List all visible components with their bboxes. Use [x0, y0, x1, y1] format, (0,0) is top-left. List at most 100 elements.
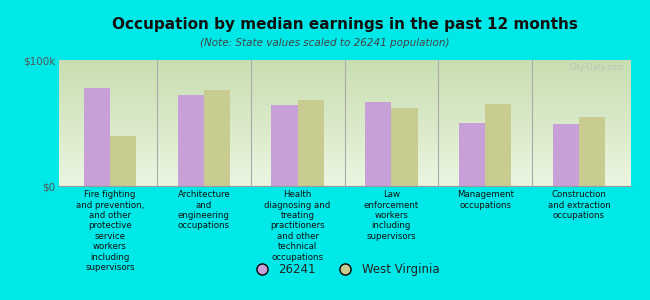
Bar: [271, 105, 298, 186]
Bar: [58, 83, 630, 84]
Bar: [58, 106, 630, 108]
Bar: [58, 128, 630, 129]
Bar: [58, 133, 630, 134]
Bar: [177, 95, 204, 186]
Bar: [58, 84, 630, 85]
Bar: [58, 168, 630, 169]
Bar: [58, 104, 630, 105]
Bar: [58, 114, 630, 116]
Bar: [84, 88, 110, 186]
Bar: [58, 138, 630, 140]
Bar: [58, 182, 630, 184]
Bar: [58, 160, 630, 161]
Bar: [58, 137, 630, 138]
Bar: [58, 125, 630, 127]
Bar: [58, 109, 630, 110]
Bar: [58, 88, 630, 89]
Bar: [58, 85, 630, 86]
Bar: [58, 165, 630, 166]
Bar: [58, 76, 630, 78]
Bar: [58, 127, 630, 128]
Bar: [58, 89, 630, 90]
Bar: [58, 66, 630, 68]
Bar: [58, 157, 630, 158]
Text: (Note: State values scaled to 26241 population): (Note: State values scaled to 26241 popu…: [200, 38, 450, 49]
Bar: [552, 124, 579, 186]
Bar: [58, 92, 630, 93]
Bar: [58, 113, 630, 114]
Bar: [58, 112, 630, 113]
Bar: [298, 100, 324, 186]
Bar: [58, 175, 630, 176]
Bar: [58, 136, 630, 137]
Bar: [58, 119, 630, 121]
Bar: [58, 124, 630, 125]
Bar: [58, 154, 630, 156]
Bar: [58, 79, 630, 80]
Bar: [58, 162, 630, 163]
Bar: [58, 61, 630, 62]
Bar: [58, 141, 630, 142]
Bar: [58, 78, 630, 79]
Bar: [58, 172, 630, 173]
Bar: [365, 102, 391, 186]
Bar: [58, 93, 630, 94]
Bar: [579, 117, 605, 186]
Bar: [58, 166, 630, 167]
Bar: [58, 161, 630, 162]
Bar: [485, 104, 512, 186]
Bar: [58, 140, 630, 141]
Bar: [58, 158, 630, 160]
Bar: [58, 100, 630, 102]
Bar: [58, 149, 630, 151]
Bar: [204, 90, 230, 186]
Bar: [58, 156, 630, 157]
Bar: [58, 153, 630, 154]
Bar: [58, 98, 630, 99]
Bar: [58, 163, 630, 165]
Bar: [58, 143, 630, 144]
Bar: [58, 130, 630, 132]
Bar: [58, 123, 630, 124]
Bar: [58, 173, 630, 175]
Bar: [58, 108, 630, 109]
Bar: [58, 97, 630, 98]
Bar: [58, 74, 630, 75]
Bar: [58, 94, 630, 95]
Bar: [110, 136, 136, 186]
Bar: [58, 69, 630, 70]
Bar: [58, 70, 630, 71]
Title: Occupation by median earnings in the past 12 months: Occupation by median earnings in the pas…: [112, 17, 577, 32]
Bar: [58, 184, 630, 185]
Bar: [58, 146, 630, 147]
Bar: [58, 86, 630, 88]
Bar: [58, 62, 630, 64]
Bar: [58, 148, 630, 149]
Bar: [58, 118, 630, 119]
Bar: [58, 102, 630, 103]
Bar: [459, 123, 485, 186]
Bar: [58, 117, 630, 118]
Bar: [58, 64, 630, 65]
Bar: [58, 185, 630, 186]
Bar: [58, 95, 630, 97]
Bar: [58, 147, 630, 148]
Bar: [58, 90, 630, 92]
Bar: [58, 129, 630, 130]
Bar: [58, 151, 630, 152]
Bar: [58, 75, 630, 76]
Bar: [58, 105, 630, 106]
Bar: [58, 81, 630, 83]
Bar: [58, 116, 630, 117]
Bar: [58, 99, 630, 100]
Bar: [58, 103, 630, 104]
Bar: [58, 121, 630, 122]
Bar: [58, 167, 630, 168]
Bar: [58, 171, 630, 172]
Bar: [58, 110, 630, 112]
Bar: [58, 68, 630, 69]
Bar: [58, 152, 630, 153]
Bar: [58, 142, 630, 143]
Bar: [58, 180, 630, 181]
Legend: 26241, West Virginia: 26241, West Virginia: [245, 259, 444, 281]
